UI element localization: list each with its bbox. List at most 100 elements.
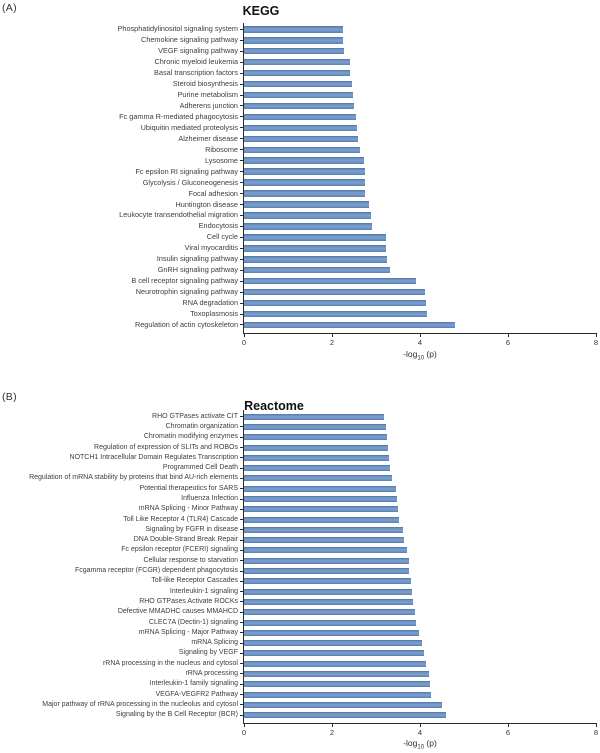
y-axis-tick: [240, 652, 244, 654]
y-axis-tick: [240, 280, 244, 282]
bar: [244, 454, 390, 461]
category-label: Regulation of mRNA stability by proteins…: [29, 474, 238, 482]
bar: [244, 465, 390, 472]
category-label: Cell cycle: [206, 232, 238, 242]
y-axis-tick: [240, 601, 244, 603]
category-label: rRNA processing in the nucleus and cytos…: [102, 659, 238, 667]
y-axis-tick: [240, 225, 244, 227]
x-axis-tick: [420, 723, 421, 728]
bar: [244, 526, 403, 533]
y-axis-tick: [240, 642, 244, 644]
kegg-chart-title: KEGG: [242, 4, 280, 18]
category-label: Signaling by VEGF: [178, 649, 238, 657]
bar: [244, 168, 365, 175]
y-axis-tick: [240, 436, 244, 438]
bar: [244, 537, 404, 544]
bar: [244, 69, 351, 77]
category-label: Defective MMADHC causes MMAHCD: [117, 608, 238, 616]
category-label: RHO GTPases activate CIT: [152, 412, 238, 420]
category-label: B cell receptor signaling pathway: [131, 276, 238, 286]
bar: [244, 496, 398, 503]
bar: [244, 619, 417, 626]
x-tick-label: 0: [241, 728, 247, 737]
category-label: Toll-like Receptor Cascades: [151, 577, 238, 585]
x-axis-tick: [508, 723, 509, 728]
y-axis-tick: [240, 127, 244, 129]
y-axis: [243, 23, 245, 334]
category-label: Major pathway of rRNA processing in the …: [42, 700, 238, 708]
category-label: Alzheimer disease: [178, 133, 238, 143]
y-axis-tick: [240, 39, 244, 41]
bar: [244, 568, 410, 575]
category-label: VEGF signaling pathway: [158, 46, 238, 56]
bar: [244, 475, 392, 482]
x-tick-label: 8: [593, 728, 599, 737]
bar: [244, 146, 360, 153]
y-axis-tick: [240, 580, 244, 582]
bar: [244, 650, 424, 657]
x-axis-tick: [332, 723, 333, 728]
x-tick-label: 2: [329, 728, 335, 737]
x-axis-tick: [596, 333, 597, 338]
y-axis-tick: [240, 549, 244, 551]
bar: [244, 245, 387, 252]
category-label: Cellular response to starvation: [143, 556, 238, 564]
y-axis-tick: [240, 694, 244, 696]
category-label: Focal adhesion: [188, 188, 239, 198]
y-axis-tick: [240, 673, 244, 675]
y-axis-tick: [240, 611, 244, 613]
x-axis-title: -log10 (p): [403, 738, 437, 751]
category-label: Signaling by FGFR in disease: [145, 525, 238, 533]
x-tick-label: 2: [329, 338, 335, 347]
y-axis-tick: [240, 258, 244, 260]
bar: [244, 701, 442, 708]
bar: [244, 124, 357, 132]
bar: [244, 598, 414, 605]
bar: [244, 310, 428, 318]
category-label: mRNA Splicing - Minor Pathway: [138, 505, 238, 513]
reactome-bar-chart: Reactome -log10 (p) RHO GTPases activate…: [0, 390, 600, 753]
y-axis-tick: [240, 663, 244, 665]
x-tick-label: 6: [505, 338, 511, 347]
y-axis-tick: [240, 214, 244, 216]
y-axis-tick: [240, 94, 244, 96]
bar: [244, 190, 366, 197]
y-axis-tick: [240, 704, 244, 706]
bar: [244, 102, 355, 110]
bar: [244, 434, 387, 441]
y-axis-tick: [240, 467, 244, 469]
category-label: Insulin signaling pathway: [156, 254, 238, 264]
bar: [244, 37, 343, 44]
bar: [244, 712, 447, 719]
y-axis-tick: [240, 560, 244, 562]
kegg-bar-chart: KEGG -log10 (p) Phosphatidylinositol sig…: [117, 4, 599, 362]
y-axis-tick: [240, 539, 244, 541]
y-axis-tick: [240, 457, 244, 459]
category-label: Programmed Cell Death: [162, 464, 238, 472]
bar: [244, 660, 427, 667]
x-tick-label: 8: [593, 338, 599, 347]
y-axis-tick: [240, 498, 244, 500]
category-label: Toxoplasmosis: [190, 309, 238, 318]
category-label: CLEC7A (Dectin-1) signaling: [148, 618, 238, 626]
y-axis-tick: [240, 591, 244, 593]
category-label: Interleukin-1 family signaling: [149, 680, 238, 688]
bar: [244, 588, 412, 595]
category-label: Potential therapeutics for SARS: [139, 484, 238, 492]
category-label: Influenza Infection: [181, 495, 238, 503]
y-axis-tick: [240, 622, 244, 623]
category-label: Phosphatidylinositol signaling system: [117, 24, 238, 34]
y-axis-tick: [240, 138, 244, 140]
category-label: Basal transcription factors: [154, 68, 238, 78]
category-label: Glycolysis / Gluconeogenesis: [142, 177, 238, 187]
category-label: Chronic myeloid leukemia: [154, 57, 238, 67]
x-axis: [243, 332, 597, 334]
bar: [244, 629, 419, 636]
x-axis: [243, 722, 597, 724]
y-axis-tick: [240, 236, 244, 238]
category-label: Ribosome: [205, 144, 238, 154]
category-label: Chromatin organization: [165, 422, 238, 430]
y-axis-tick: [240, 632, 244, 634]
y-axis-tick: [240, 247, 244, 249]
bar: [244, 26, 343, 33]
